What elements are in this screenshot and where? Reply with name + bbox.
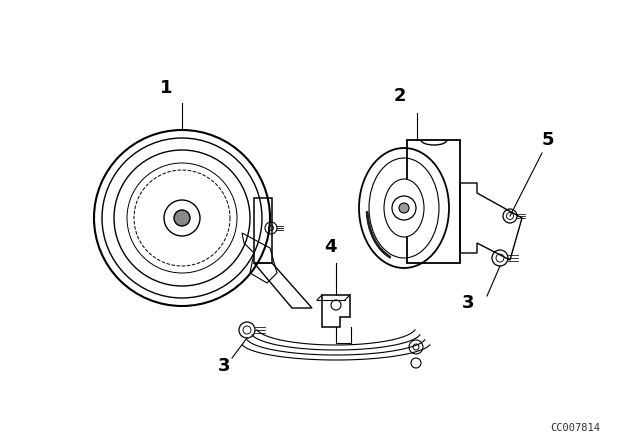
Text: CC007814: CC007814 [550,423,600,433]
Text: 3: 3 [462,294,474,312]
Ellipse shape [384,179,424,237]
Text: 5: 5 [542,131,554,149]
Text: 4: 4 [324,238,337,256]
Circle shape [399,203,409,213]
Circle shape [102,138,262,298]
Circle shape [174,210,190,226]
Text: 3: 3 [218,357,230,375]
Text: 2: 2 [394,87,406,105]
Text: 1: 1 [160,79,173,97]
